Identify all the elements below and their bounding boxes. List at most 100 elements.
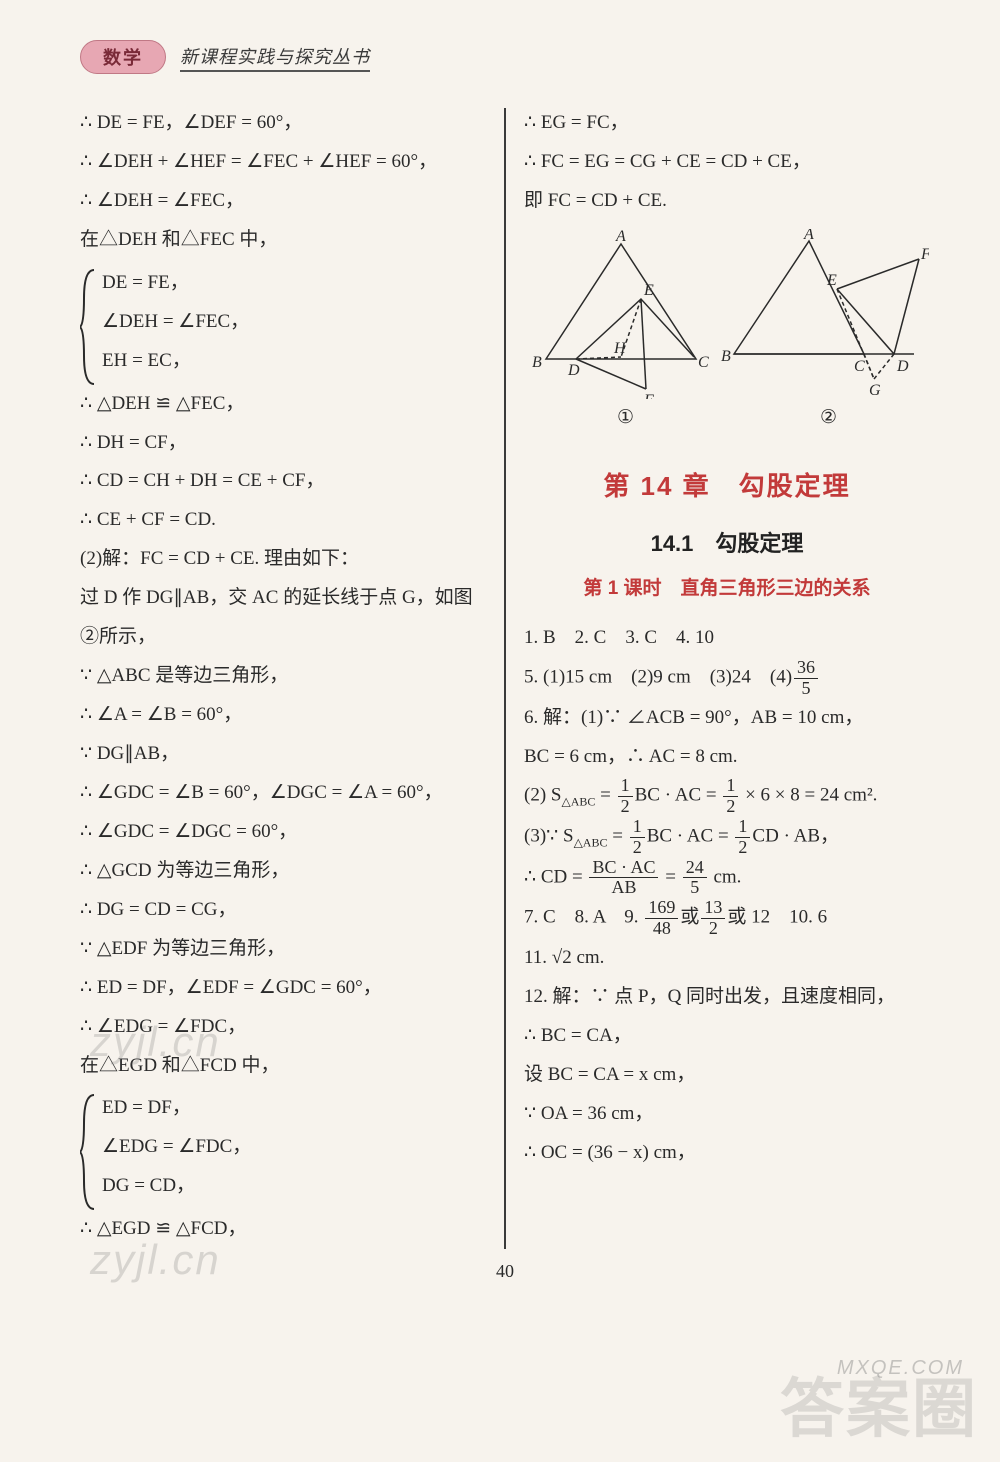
answer-line: 1. B 2. C 3. C 4. 10	[524, 619, 930, 658]
vertex-label: D	[896, 358, 909, 375]
text-line: ∴ FC = EG = CG + CE = CD + CE，	[524, 143, 930, 182]
text-line: ∴ ED = DF，∠EDF = ∠GDC = 60°，	[80, 969, 486, 1008]
text: =	[595, 785, 615, 806]
caption-2: ②	[820, 399, 837, 438]
text: × 6 × 8 = 24 cm².	[740, 785, 877, 806]
corner-watermark: 答案圈	[780, 1358, 978, 1450]
text-line: ∴ △EGD ≌ △FCD，	[80, 1210, 486, 1249]
text-line: 11. √2 cm.	[524, 939, 930, 978]
left-column: ∴ DE = FE，∠DEF = 60°， ∴ ∠DEH + ∠HEF = ∠F…	[80, 104, 504, 1249]
text: 7. C 8. A 9.	[524, 907, 643, 928]
text: BC · AC =	[647, 826, 734, 847]
text-line: ②所示，	[80, 618, 486, 657]
text-line: ∴ CD = BC · ACAB = 245 cm.	[524, 858, 930, 899]
text-line: (2) S△ABC = 12BC · AC = 12 × 6 × 8 = 24 …	[524, 776, 930, 817]
vertex-label: H	[613, 340, 627, 357]
vertex-label: D	[567, 362, 580, 379]
brace-group: ED = DF， ∠EDG = ∠FDC， DG = CD，	[80, 1089, 486, 1206]
answer-line: 7. C 8. A 9. 16948或132或 12 10. 6	[524, 898, 930, 939]
text-line: ED = DF，	[102, 1089, 486, 1128]
fraction: 365	[794, 658, 818, 699]
text-line: ∵ OA = 36 cm，	[524, 1095, 930, 1134]
text-line: ∵ △ABC 是等边三角形，	[80, 657, 486, 696]
text-line: ∴ DE = FE，∠DEF = 60°，	[80, 104, 486, 143]
brace-icon	[80, 1093, 98, 1211]
text-line: ∴ CE + CF = CD.	[80, 501, 486, 540]
figure-captions: ① ②	[524, 399, 930, 438]
book-title: 新课程实践与探究丛书	[180, 43, 370, 72]
fraction: 12	[630, 817, 645, 858]
figures-row: A B C D E F H	[524, 229, 930, 399]
text-line: ∴ ∠DEH + ∠HEF = ∠FEC + ∠HEF = 60°，	[80, 143, 486, 182]
caption-1: ①	[617, 399, 634, 438]
text-line: 即 FC = CD + CE.	[524, 182, 930, 221]
text-line: DG = CD，	[102, 1167, 486, 1206]
figure-1: A B C D E F H	[526, 229, 716, 399]
text-line: 在△EGD 和△FCD 中，	[80, 1047, 486, 1086]
text-line: 过 D 作 DG∥AB，交 AC 的延长线于点 G，如图	[80, 579, 486, 618]
text-line: ∠DEH = ∠FEC，	[102, 303, 486, 342]
fraction: 12	[618, 776, 633, 817]
text-line: ∵ △EDF 为等边三角形，	[80, 930, 486, 969]
text: cm.	[709, 866, 742, 887]
vertex-label: C	[698, 354, 709, 371]
text: (3)∵ S	[524, 826, 574, 847]
text: BC · AC =	[635, 785, 722, 806]
figure-2: A B C D E F G	[719, 229, 929, 399]
page-header: 数学 新课程实践与探究丛书	[80, 40, 930, 74]
page-number: 40	[80, 1261, 930, 1282]
corner-watermark-sub: MXQE.COM	[837, 1357, 964, 1380]
fraction: 132	[701, 898, 725, 939]
vertex-label: E	[643, 282, 654, 299]
text-line: ∵ DG∥AB，	[80, 735, 486, 774]
fraction: 12	[735, 817, 750, 858]
vertex-label: C	[854, 358, 865, 375]
right-column: ∴ EG = FC， ∴ FC = EG = CG + CE = CD + CE…	[506, 104, 930, 1249]
text-line: ∴ △DEH ≌ △FEC，	[80, 385, 486, 424]
text-line: 在△DEH 和△FEC 中，	[80, 221, 486, 260]
vertex-label: A	[803, 229, 814, 243]
text-line: EH = EC，	[102, 342, 486, 381]
text: =	[607, 826, 627, 847]
brace-group: DE = FE， ∠DEH = ∠FEC， EH = EC，	[80, 264, 486, 381]
text-line: ∠EDG = ∠FDC，	[102, 1128, 486, 1167]
text: 或 12 10. 6	[727, 907, 827, 928]
vertex-label: B	[532, 354, 542, 371]
text: 5. (1)15 cm (2)9 cm (3)24 (4)	[524, 667, 792, 688]
subject-badge: 数学	[80, 40, 166, 74]
answer-line: 5. (1)15 cm (2)9 cm (3)24 (4)365	[524, 658, 930, 699]
text-line: 6. 解：(1)∵ ∠ACB = 90°，AB = 10 cm，	[524, 699, 930, 738]
brace-icon	[80, 268, 98, 386]
fraction: BC · ACAB	[589, 858, 658, 899]
text-line: ∴ ∠GDC = ∠DGC = 60°，	[80, 813, 486, 852]
subscript: △ABC	[561, 795, 595, 809]
vertex-label: A	[615, 229, 626, 245]
vertex-label: F	[643, 392, 654, 399]
text-line: ∴ CD = CH + DH = CE + CF，	[80, 462, 486, 501]
text-line: ∴ BC = CA，	[524, 1017, 930, 1056]
text: 或	[680, 907, 699, 928]
text-line: ∴ ∠GDC = ∠B = 60°，∠DGC = ∠A = 60°，	[80, 774, 486, 813]
text-line: ∴ EG = FC，	[524, 104, 930, 143]
fraction: 12	[723, 776, 738, 817]
text-line: DE = FE，	[102, 264, 486, 303]
vertex-label: E	[826, 272, 837, 289]
text-line: BC = 6 cm，∴ AC = 8 cm.	[524, 738, 930, 777]
text: (2) S	[524, 785, 561, 806]
text-line: ∴ ∠EDG = ∠FDC，	[80, 1008, 486, 1047]
subscript: △ABC	[574, 836, 608, 850]
text-line: ∴ OC = (36 − x) cm，	[524, 1134, 930, 1173]
text-line: 设 BC = CA = x cm，	[524, 1056, 930, 1095]
text-line: ∴ DH = CF，	[80, 424, 486, 463]
text-line: (3)∵ S△ABC = 12BC · AC = 12CD · AB，	[524, 817, 930, 858]
text: =	[660, 866, 680, 887]
text: CD · AB，	[752, 826, 839, 847]
text-line: ∴ DG = CD = CG，	[80, 891, 486, 930]
vertex-label: G	[869, 382, 881, 399]
text-line: 12. 解：∵ 点 P，Q 同时出发，且速度相同，	[524, 978, 930, 1017]
vertex-label: B	[721, 348, 731, 365]
lesson-title: 第 1 课时 直角三角形三边的关系	[524, 570, 930, 609]
text-line: (2)解：FC = CD + CE. 理由如下：	[80, 540, 486, 579]
text: ∴ CD =	[524, 866, 587, 887]
fraction: 245	[683, 858, 707, 899]
